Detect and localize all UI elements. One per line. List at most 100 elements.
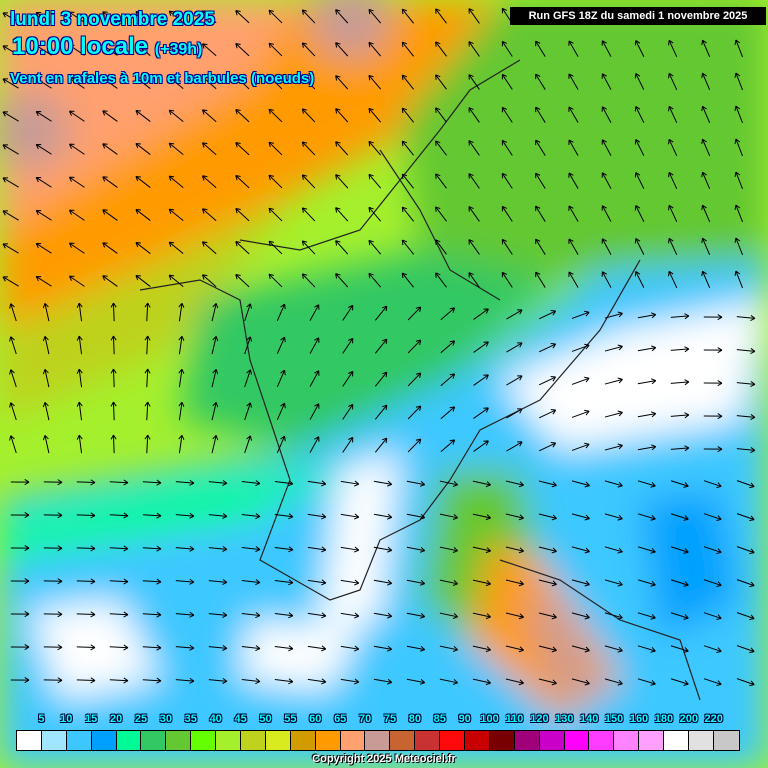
wind-barb <box>373 645 393 652</box>
wind-barb <box>268 240 283 255</box>
wind-barb <box>637 444 657 451</box>
legend-swatch <box>639 731 665 750</box>
wind-barb <box>201 274 217 288</box>
wind-barb <box>76 512 96 519</box>
wind-barb <box>201 76 217 90</box>
wind-barb <box>703 314 723 321</box>
wind-barb <box>135 142 151 155</box>
wind-barb <box>43 677 63 684</box>
wind-barb <box>276 336 286 355</box>
wind-barb <box>571 442 590 451</box>
legend-label: 120 <box>530 713 549 725</box>
wind-barb <box>670 612 689 620</box>
wind-barb <box>2 177 19 188</box>
wind-barb <box>703 380 723 387</box>
wind-barb <box>201 142 217 156</box>
wind-barb <box>734 237 743 256</box>
wind-barb <box>701 105 711 124</box>
wind-barb <box>501 271 513 288</box>
wind-barb <box>168 142 184 156</box>
wind-barb <box>407 372 422 387</box>
wind-barb <box>235 174 250 189</box>
wind-barb <box>406 612 426 619</box>
wind-barb <box>144 368 151 388</box>
wind-barb <box>102 242 118 254</box>
legend-label: 100 <box>480 713 499 725</box>
wind-barb <box>604 480 623 488</box>
wind-barb <box>637 312 657 319</box>
wind-barb <box>637 579 656 587</box>
wind-barb <box>235 75 250 90</box>
wind-barb <box>168 43 184 57</box>
wind-barb <box>668 105 678 124</box>
wind-barb <box>76 479 96 486</box>
wind-barb <box>701 237 711 256</box>
wind-barb <box>472 612 492 620</box>
wind-barb <box>10 512 30 519</box>
wind-barb <box>401 8 415 24</box>
wind-barb <box>368 107 382 123</box>
wind-barb <box>670 645 689 653</box>
wind-barb <box>110 368 117 388</box>
wind-barb <box>144 302 151 322</box>
wind-barb <box>734 72 743 91</box>
wind-barb <box>301 141 316 156</box>
wind-barb <box>208 479 228 486</box>
wind-barb <box>601 40 612 57</box>
wind-barb <box>168 10 184 24</box>
wind-barb <box>307 480 327 487</box>
wind-barb <box>406 645 426 652</box>
wind-barb <box>335 9 349 24</box>
wind-barb <box>439 678 459 685</box>
wind-barb <box>340 645 360 652</box>
wind-barb <box>244 369 253 388</box>
wind-barb <box>473 341 489 353</box>
wind-barb <box>538 579 557 587</box>
wind-barb <box>568 238 579 255</box>
wind-barb <box>342 370 354 387</box>
wind-barb <box>736 579 755 588</box>
wind-barb <box>734 171 743 190</box>
wind-barb <box>440 307 456 321</box>
wind-barb <box>301 207 316 222</box>
wind-barb <box>135 43 151 56</box>
wind-barb <box>736 612 755 621</box>
legend-label: 30 <box>159 713 173 725</box>
wind-barb <box>368 173 382 189</box>
wind-barb <box>374 338 388 354</box>
wind-barb <box>634 73 645 90</box>
wind-barb <box>68 242 85 254</box>
lead-time: (+39h) <box>154 41 203 58</box>
wind-barb <box>670 412 690 419</box>
wind-barb <box>637 345 657 352</box>
legend-label: 5 <box>38 713 45 725</box>
wind-barb <box>102 44 118 56</box>
legend-swatch <box>465 731 490 750</box>
wind-barb <box>439 645 459 652</box>
wind-barb <box>76 434 83 454</box>
wind-barb <box>406 546 426 553</box>
wind-barb <box>734 270 743 289</box>
wind-barb <box>43 578 63 585</box>
wind-barb <box>168 175 184 189</box>
wind-barb <box>9 336 17 355</box>
wind-barb <box>703 612 722 621</box>
legend-swatch <box>116 731 142 750</box>
wind-barb <box>374 404 388 420</box>
wind-barb <box>538 546 557 554</box>
wind-barb <box>637 411 657 418</box>
wind-barb <box>76 644 96 651</box>
wind-barb <box>68 11 85 23</box>
wind-barb <box>268 174 283 189</box>
wind-barb <box>110 302 117 322</box>
wind-barb <box>538 678 557 686</box>
wind-barb <box>301 174 316 189</box>
wind-barb <box>144 401 151 421</box>
legend-swatch <box>514 731 540 750</box>
wind-barb <box>135 241 151 254</box>
legend-label: 45 <box>234 713 247 725</box>
legend-swatch <box>41 731 67 750</box>
wind-barb <box>374 305 388 321</box>
wind-barb <box>211 402 219 421</box>
wind-barb <box>368 140 382 156</box>
